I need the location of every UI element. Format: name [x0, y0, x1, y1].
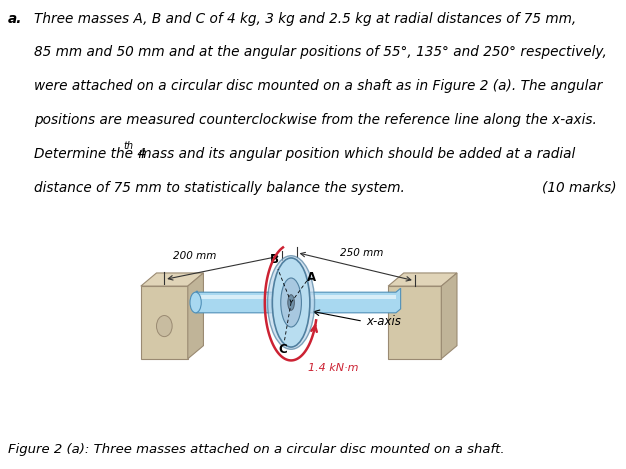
Text: positions are measured counterclockwise from the reference line along the x-axis: positions are measured counterclockwise …: [34, 113, 597, 127]
Polygon shape: [188, 273, 203, 359]
Text: Three masses A, B and C of 4 kg, 3 kg and 2.5 kg at radial distances of 75 mm,: Three masses A, B and C of 4 kg, 3 kg an…: [34, 12, 577, 26]
Text: mass and its angular position which should be added at a radial: mass and its angular position which shou…: [134, 147, 575, 161]
Text: C: C: [279, 343, 287, 356]
Ellipse shape: [268, 256, 315, 349]
Ellipse shape: [190, 292, 201, 313]
Polygon shape: [441, 273, 457, 359]
Text: were attached on a circular disc mounted on a shaft as in Figure 2 (a). The angu: were attached on a circular disc mounted…: [34, 79, 603, 93]
Ellipse shape: [156, 316, 172, 337]
Polygon shape: [141, 286, 188, 359]
Text: 250 mm: 250 mm: [341, 248, 384, 258]
Polygon shape: [388, 273, 457, 286]
Text: (10 marks): (10 marks): [542, 181, 617, 195]
Text: a.: a.: [8, 12, 23, 26]
Polygon shape: [388, 286, 441, 359]
Text: distance of 75 mm to statistically balance the system.: distance of 75 mm to statistically balan…: [34, 181, 405, 195]
Polygon shape: [195, 288, 401, 313]
Ellipse shape: [280, 278, 302, 327]
Text: B: B: [270, 253, 279, 266]
Text: 200 mm: 200 mm: [173, 250, 217, 261]
Text: th: th: [123, 141, 133, 151]
Text: Figure 2 (a): Three masses attached on a circular disc mounted on a shaft.: Figure 2 (a): Three masses attached on a…: [8, 443, 505, 456]
Text: 85 mm and 50 mm and at the angular positions of 55°, 135° and 250° respectively,: 85 mm and 50 mm and at the angular posit…: [34, 45, 607, 60]
Polygon shape: [195, 295, 396, 299]
Polygon shape: [141, 273, 203, 286]
Ellipse shape: [288, 295, 294, 310]
Text: Determine the 4: Determine the 4: [34, 147, 146, 161]
Ellipse shape: [272, 258, 310, 347]
Text: x-axis: x-axis: [366, 315, 401, 328]
Text: 1.4 kN·m: 1.4 kN·m: [308, 363, 359, 373]
Text: A: A: [307, 271, 316, 284]
